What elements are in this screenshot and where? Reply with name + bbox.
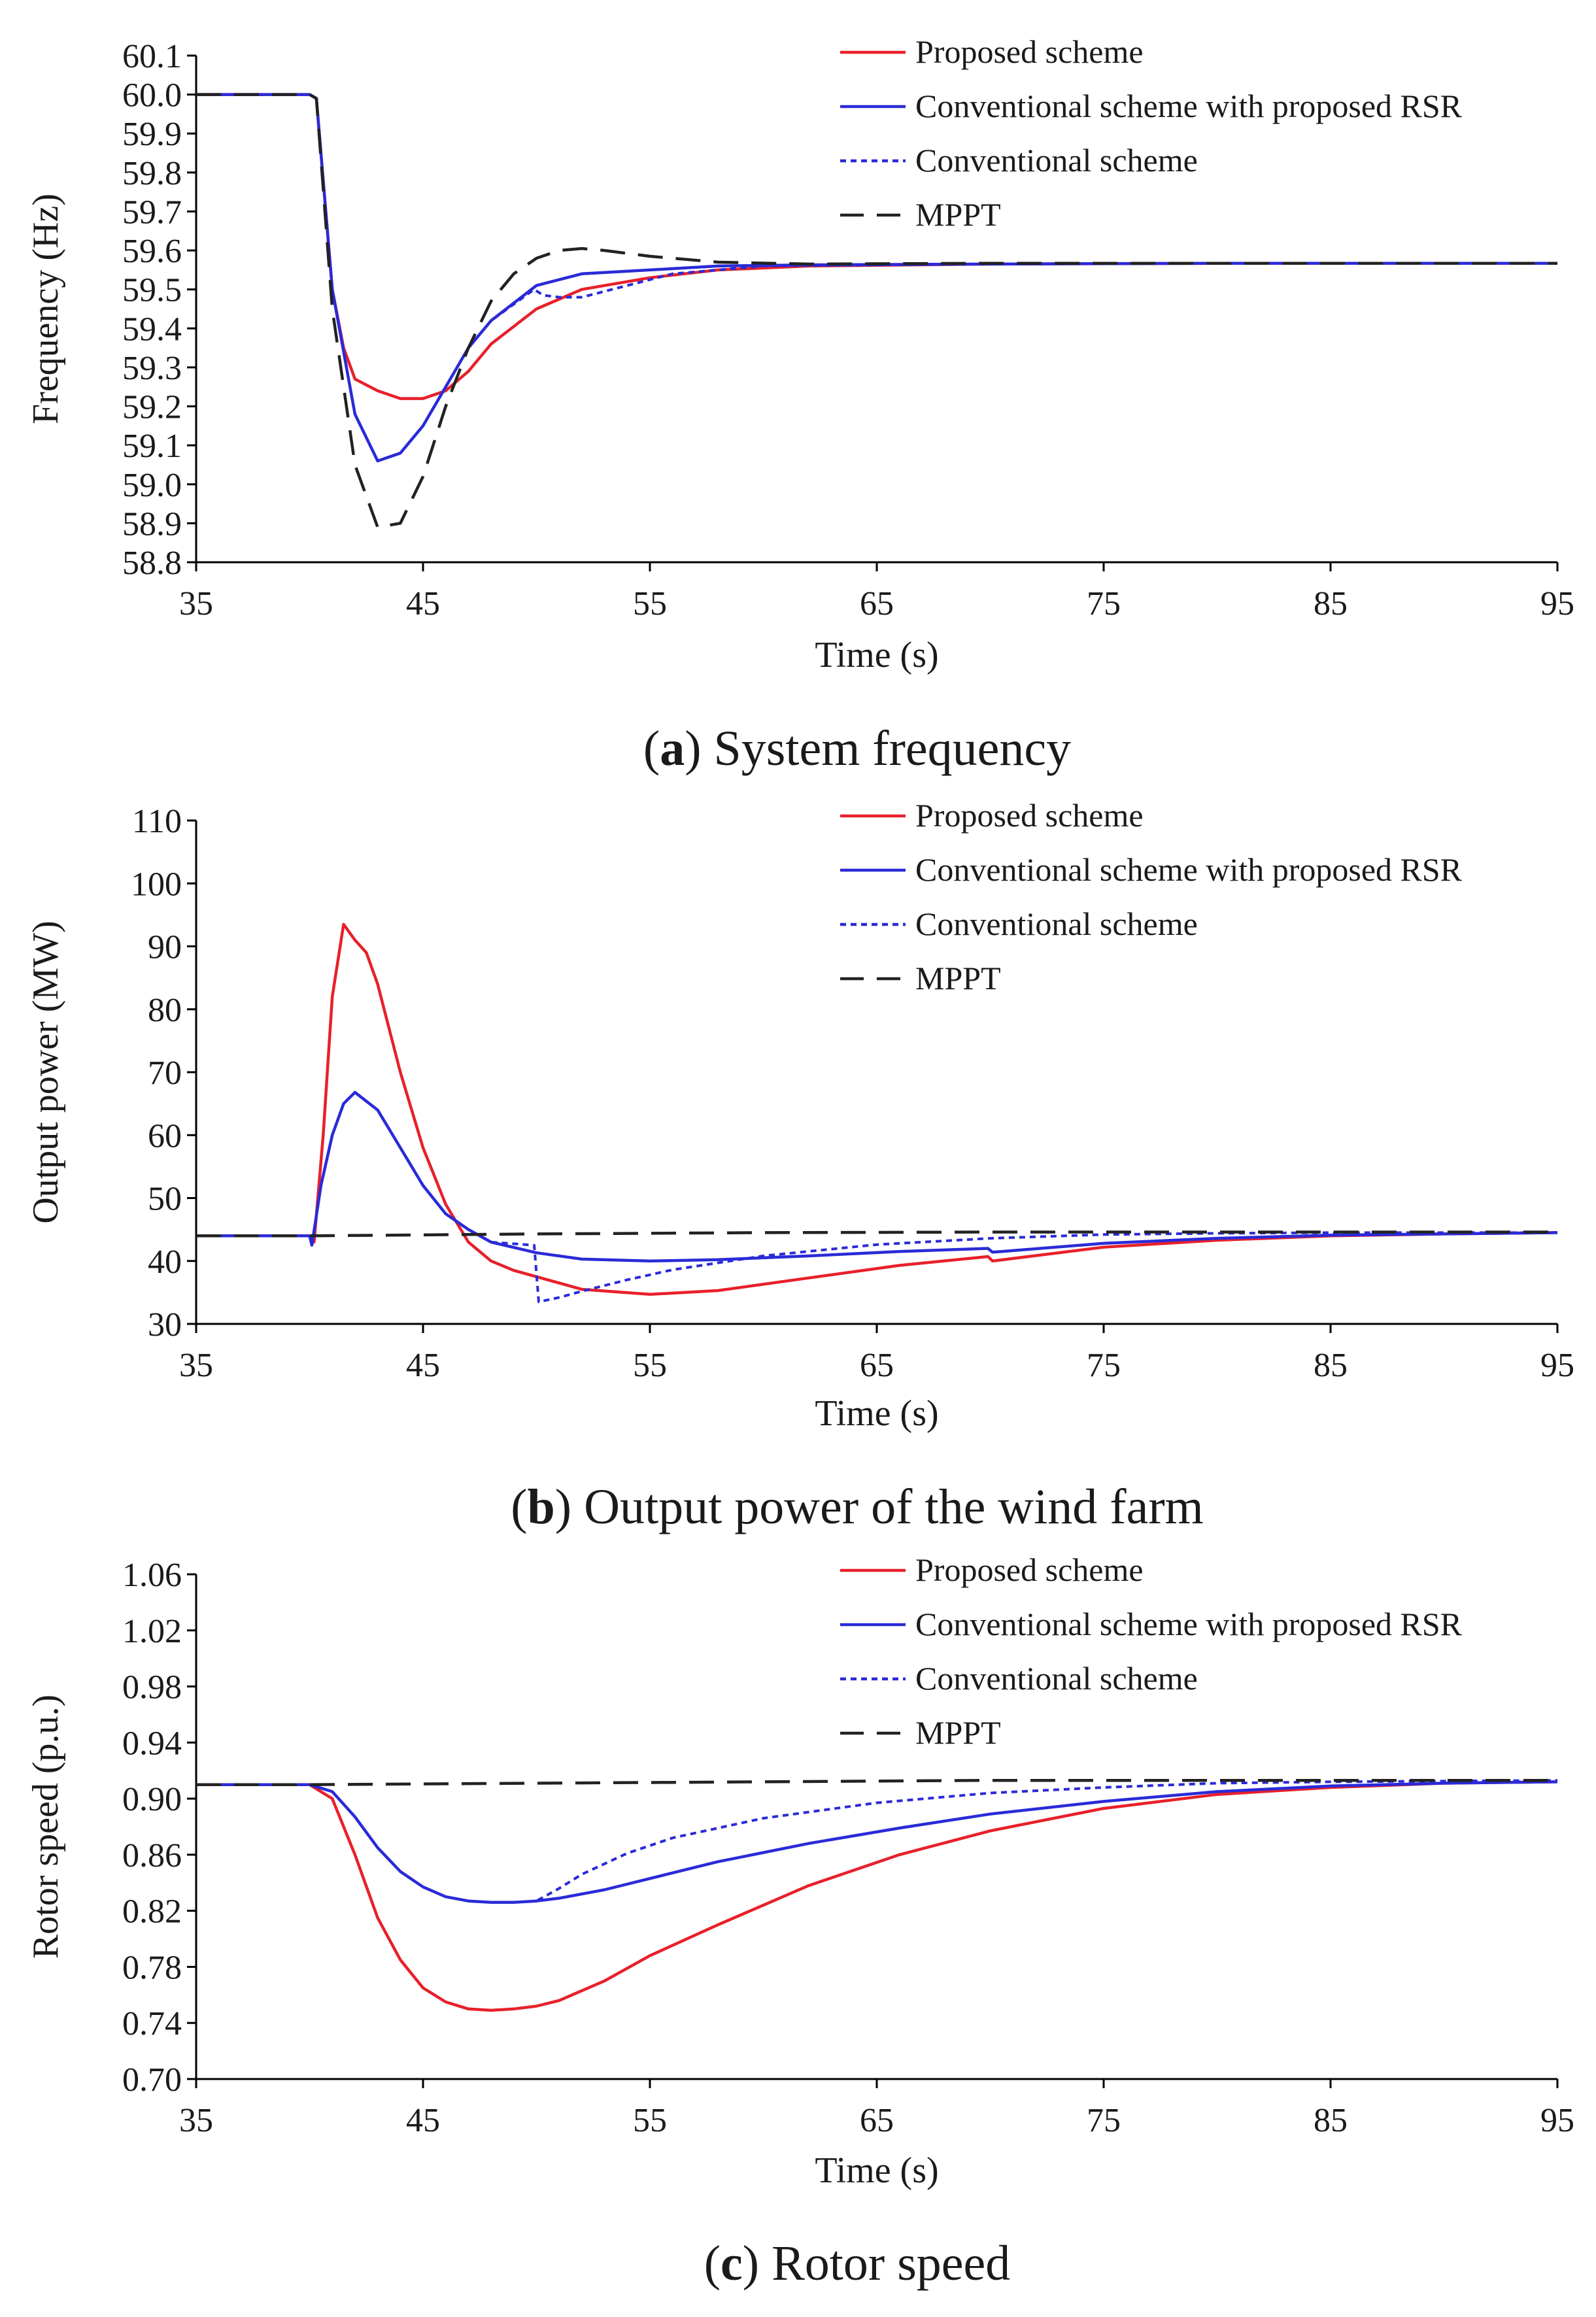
y-tick-label: 59.1 (122, 428, 182, 465)
y-tick-label: 60.0 (122, 77, 182, 114)
y-tick-label: 60 (148, 1117, 182, 1155)
legend-label: Proposed scheme (915, 33, 1144, 70)
x-tick-label: 85 (1314, 2102, 1348, 2139)
legend-label: Conventional scheme with proposed RSR (915, 88, 1463, 124)
y-axis-title: Frequency (Hz) (25, 194, 66, 424)
series-line-1 (196, 1780, 1558, 2012)
y-tick-label: 60.1 (122, 38, 182, 75)
y-tick-label: 59.8 (122, 155, 182, 192)
series-line-3 (196, 93, 1557, 462)
series-line-1 (196, 922, 1558, 1296)
x-tick-label: 65 (860, 2102, 894, 2139)
panel-caption: (b) Output power of the wind farm (511, 1480, 1204, 1534)
y-tick-label: 30 (148, 1306, 182, 1344)
y-tick-label: 59.2 (122, 389, 182, 426)
x-tick-label: 55 (633, 585, 667, 622)
x-tick-label: 95 (1540, 2102, 1574, 2139)
panel-caption: (a) System frequency (643, 721, 1071, 776)
series-line-3 (196, 1779, 1558, 1904)
x-tick-label: 35 (179, 585, 213, 622)
x-axis-title: Time (s) (815, 635, 938, 675)
y-tick-label: 0.86 (122, 1837, 182, 1874)
y-tick-label: 0.74 (122, 2005, 182, 2042)
y-tick-label: 58.9 (122, 505, 182, 543)
chart-panel-b: 30 40 50 60 70 80 90 100 110 35 45 55 65 75 85 95 Time (… (25, 797, 1574, 1534)
y-tick-label: 0.82 (122, 1893, 182, 1931)
y-tick-label: 110 (132, 803, 182, 840)
chart-panel-a: 58.858.959.059.159.259.359.459.559.659.7… (25, 33, 1574, 776)
y-axis-title: Output power (MW) (25, 921, 66, 1223)
x-tick-label: 95 (1540, 585, 1574, 622)
y-tick-label: 70 (148, 1055, 182, 1092)
series-line-4 (196, 93, 1557, 529)
x-tick-label: 75 (1087, 1347, 1121, 1384)
x-tick-label: 85 (1314, 1347, 1348, 1384)
x-tick-label: 55 (633, 2102, 667, 2139)
x-tick-label: 75 (1087, 2102, 1121, 2139)
y-tick-label: 59.5 (122, 272, 182, 309)
y-tick-label: 100 (131, 866, 182, 903)
legend-label: MPPT (915, 196, 1001, 233)
y-tick-label: 59.7 (122, 194, 182, 231)
x-tick-label: 45 (406, 585, 440, 622)
y-tick-label: 59.6 (122, 233, 182, 270)
x-tick-label: 85 (1314, 585, 1348, 622)
legend-label: Conventional scheme with proposed RSR (915, 1606, 1463, 1642)
y-tick-label: 80 (148, 992, 182, 1029)
series-line-2 (196, 1780, 1558, 1904)
series-line-3 (196, 1091, 1557, 1304)
x-tick-label: 55 (633, 1347, 667, 1384)
x-tick-label: 45 (406, 1347, 440, 1384)
x-tick-label: 45 (406, 2102, 440, 2139)
x-axis-title: Time (s) (815, 2150, 938, 2191)
y-tick-label: 1.02 (122, 1613, 182, 1650)
legend-label: MPPT (915, 1714, 1001, 1751)
series-line-1 (196, 93, 1557, 400)
y-tick-label: 1.06 (122, 1557, 182, 1594)
y-tick-label: 0.98 (122, 1669, 182, 1706)
panel-caption: (c) Rotor speed (704, 2236, 1011, 2291)
y-tick-label: 40 (148, 1243, 182, 1281)
legend-label: MPPT (915, 960, 1001, 996)
legend-label: Conventional scheme with proposed RSR (915, 851, 1463, 888)
x-tick-label: 75 (1087, 585, 1121, 622)
legend-label: Conventional scheme (915, 1660, 1198, 1697)
y-tick-label: 50 (148, 1181, 182, 1218)
x-tick-label: 65 (860, 585, 894, 622)
y-tick-label: 0.94 (122, 1725, 182, 1762)
y-tick-label: 90 (148, 929, 182, 966)
y-axis-title: Rotor speed (p.u.) (25, 1695, 66, 1959)
legend-label: Proposed scheme (915, 1551, 1144, 1588)
legend-label: Conventional scheme (915, 142, 1198, 178)
x-tick-label: 35 (179, 1347, 213, 1384)
chart-panel-c: 0.70 0.74 0.78 0.82 0.86 0.90 0.94 0.98 1.02 1.06… (25, 1551, 1574, 2291)
x-tick-label: 35 (179, 2102, 213, 2139)
y-tick-label: 59.3 (122, 350, 182, 387)
y-tick-label: 0.70 (122, 2061, 182, 2099)
y-tick-label: 58.8 (122, 545, 182, 582)
x-tick-label: 95 (1540, 1347, 1574, 1384)
y-tick-label: 59.9 (122, 116, 182, 153)
y-tick-label: 59.0 (122, 467, 182, 504)
y-tick-label: 0.78 (122, 1949, 182, 1986)
series-line-2 (196, 93, 1557, 463)
legend-label: Proposed scheme (915, 797, 1144, 834)
y-tick-label: 0.90 (122, 1781, 182, 1818)
x-axis-title: Time (s) (815, 1393, 938, 1434)
x-tick-label: 65 (860, 1347, 894, 1384)
y-tick-label: 59.4 (122, 311, 182, 348)
legend-label: Conventional scheme (915, 905, 1198, 942)
